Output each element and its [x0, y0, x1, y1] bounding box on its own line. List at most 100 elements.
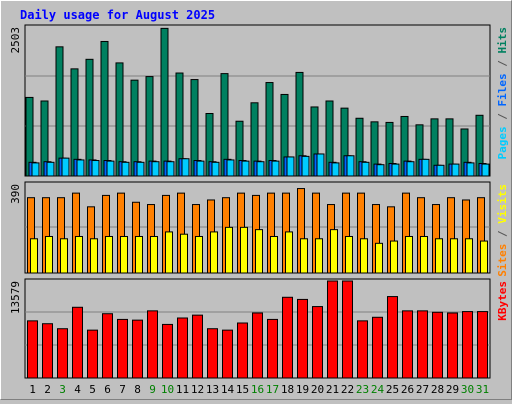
bar-kbytes-18 [282, 296, 293, 379]
x-tick-label-7: 7 [119, 383, 126, 396]
bar-pages-1 [31, 162, 40, 177]
x-tick-label-29: 29 [446, 383, 459, 396]
bar-kbytes-20 [312, 306, 323, 379]
bar-sites-10 [165, 231, 173, 274]
bar-sites-27 [420, 235, 428, 274]
bar-kbytes-8 [132, 319, 143, 379]
chart-title: Daily usage for August 2025 [20, 8, 215, 22]
x-tick-label-10: 10 [161, 383, 174, 396]
y-max-label-hits: 2503 [9, 27, 22, 54]
bar-sites-11 [180, 233, 188, 274]
bar-kbytes-3 [57, 328, 68, 379]
axis-label-kbytes: KBytes [496, 281, 509, 321]
series-pages [31, 153, 490, 177]
panel-hits: 2503 Pages / Files / Hits [9, 24, 509, 177]
bar-kbytes-1 [27, 320, 38, 379]
bar-sites-17 [270, 235, 278, 274]
bar-hits-10 [160, 27, 169, 177]
axis-label-part: Pages [496, 126, 509, 159]
x-tick-label-5: 5 [89, 383, 96, 396]
bar-kbytes-14 [222, 329, 233, 379]
bar-pages-8 [136, 161, 145, 177]
axis-label-part: / [496, 107, 509, 127]
bar-kbytes-12 [192, 314, 203, 379]
bar-pages-18 [286, 156, 295, 177]
bar-hits-6 [100, 40, 109, 177]
bar-kbytes-17 [267, 318, 278, 379]
x-tick-label-24: 24 [371, 383, 385, 396]
axis-label-visits: Sites / Visits [496, 184, 509, 277]
bar-pages-16 [256, 161, 265, 177]
bar-kbytes-2 [42, 323, 53, 379]
bar-pages-9 [151, 161, 160, 177]
bar-pages-12 [196, 160, 205, 177]
bar-sites-4 [75, 235, 83, 274]
x-tick-label-16: 16 [251, 383, 264, 396]
bar-sites-7 [120, 235, 128, 274]
bar-kbytes-26 [402, 310, 413, 379]
x-tick-label-13: 13 [206, 383, 219, 396]
x-tick-label-25: 25 [386, 383, 399, 396]
bar-pages-28 [436, 164, 445, 177]
x-tick-label-12: 12 [191, 383, 204, 396]
x-tick-label-9: 9 [149, 383, 156, 396]
bar-pages-10 [166, 161, 175, 177]
x-tick-label-22: 22 [341, 383, 354, 396]
x-tick-label-4: 4 [74, 383, 81, 396]
bar-kbytes-4 [72, 306, 83, 379]
axis-label-part: Sites [496, 244, 509, 277]
bar-pages-3 [61, 157, 70, 177]
bar-pages-24 [376, 164, 385, 177]
bar-pages-4 [76, 159, 85, 177]
bar-hits-5 [85, 58, 94, 177]
bar-sites-23 [360, 238, 368, 274]
bar-sites-5 [90, 238, 98, 274]
bar-pages-17 [271, 160, 280, 177]
bar-sites-3 [60, 238, 68, 274]
bar-sites-19 [300, 238, 308, 274]
x-tick-label-27: 27 [416, 383, 429, 396]
series-kbytes [27, 280, 488, 379]
bar-kbytes-10 [162, 323, 173, 379]
x-tick-label-19: 19 [296, 383, 309, 396]
bar-kbytes-31 [477, 311, 488, 379]
bar-hits-7 [115, 62, 124, 177]
bar-kbytes-11 [177, 317, 188, 379]
bar-pages-26 [406, 161, 415, 177]
bar-kbytes-13 [207, 328, 218, 379]
x-tick-label-28: 28 [431, 383, 444, 396]
x-tick-label-2: 2 [44, 383, 51, 396]
bar-kbytes-24 [372, 316, 383, 379]
bar-pages-21 [331, 162, 340, 177]
bar-kbytes-30 [462, 311, 473, 379]
bar-sites-16 [255, 229, 263, 274]
bar-kbytes-16 [252, 312, 263, 379]
panel-kbytes: 13579 KBytes [9, 278, 509, 379]
bar-kbytes-5 [87, 329, 98, 379]
axis-label-part: Visits [496, 184, 509, 224]
bar-kbytes-7 [117, 318, 128, 379]
bar-sites-13 [210, 231, 218, 274]
x-tick-label-26: 26 [401, 383, 414, 396]
axis-label-part: / [496, 54, 509, 74]
x-tick-label-15: 15 [236, 383, 249, 396]
bar-kbytes-23 [357, 320, 368, 379]
bar-pages-6 [106, 160, 115, 177]
x-tick-label-18: 18 [281, 383, 294, 396]
axis-label-part: Hits [496, 27, 509, 54]
bar-sites-26 [405, 235, 413, 274]
bar-kbytes-25 [387, 296, 398, 379]
bar-kbytes-19 [297, 298, 308, 379]
bar-pages-25 [391, 163, 400, 177]
bar-sites-14 [225, 226, 233, 274]
bar-pages-20 [316, 153, 325, 177]
bar-pages-27 [421, 158, 430, 177]
bar-kbytes-29 [447, 312, 458, 379]
bar-sites-25 [390, 240, 398, 274]
bar-hits-3 [55, 46, 64, 177]
bar-sites-22 [345, 235, 353, 274]
x-tick-label-30: 30 [461, 383, 474, 396]
x-tick-label-1: 1 [29, 383, 36, 396]
